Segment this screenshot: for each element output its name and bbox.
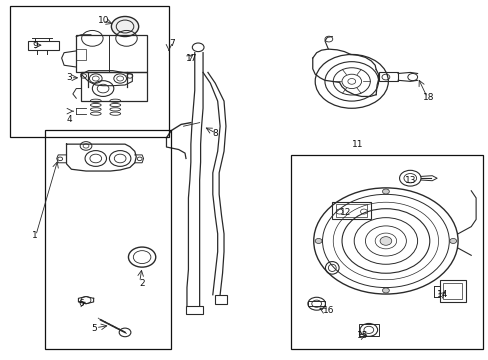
Bar xyxy=(76,49,86,60)
Bar xyxy=(81,72,147,101)
Text: 7: 7 xyxy=(168,39,174,48)
Bar xyxy=(215,296,227,304)
Text: 9: 9 xyxy=(32,41,38,50)
Text: 8: 8 xyxy=(212,129,218,138)
Text: 2: 2 xyxy=(140,279,145,288)
Text: 12: 12 xyxy=(339,208,350,217)
Circle shape xyxy=(379,237,391,245)
Bar xyxy=(76,35,147,72)
Bar xyxy=(307,301,325,306)
Bar xyxy=(185,306,203,315)
Text: 5: 5 xyxy=(91,324,97,333)
Bar xyxy=(10,6,168,137)
Bar xyxy=(378,72,397,81)
Circle shape xyxy=(111,17,139,37)
Circle shape xyxy=(449,238,456,243)
Circle shape xyxy=(382,288,388,293)
Text: 18: 18 xyxy=(422,93,433,102)
Bar xyxy=(44,130,171,348)
Text: 11: 11 xyxy=(351,140,363,149)
Text: 3: 3 xyxy=(66,73,72,82)
Text: 13: 13 xyxy=(405,176,416,185)
Bar xyxy=(439,280,466,302)
Text: 17: 17 xyxy=(185,54,197,63)
Bar xyxy=(335,204,366,217)
Text: 1: 1 xyxy=(32,231,38,240)
Text: 6: 6 xyxy=(79,299,84,308)
Text: 15: 15 xyxy=(356,332,367,341)
Circle shape xyxy=(382,189,388,194)
Circle shape xyxy=(315,238,322,243)
Bar xyxy=(290,155,483,348)
Bar xyxy=(443,283,462,299)
Bar xyxy=(331,202,370,220)
Text: 14: 14 xyxy=(436,290,447,299)
Text: 16: 16 xyxy=(322,306,333,315)
Bar xyxy=(27,41,59,50)
Text: 10: 10 xyxy=(98,16,109,25)
Text: 4: 4 xyxy=(66,114,72,123)
Bar xyxy=(358,324,378,336)
